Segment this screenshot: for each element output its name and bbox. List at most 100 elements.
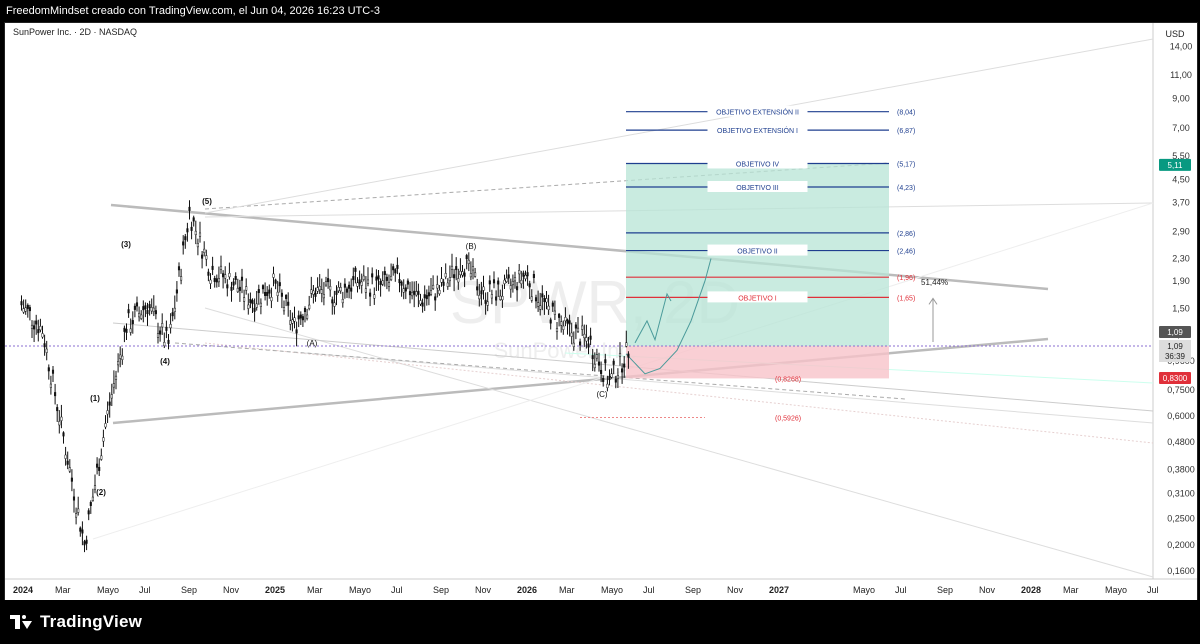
candle-body xyxy=(81,529,84,534)
candle-body xyxy=(175,289,178,294)
time-tick-label: Mar xyxy=(1063,585,1079,595)
wave-label: (C) xyxy=(596,390,607,399)
price-tick-label: 7,00 xyxy=(1172,123,1190,133)
candle-body xyxy=(184,236,187,241)
candle-body xyxy=(329,286,332,291)
candle-body xyxy=(83,541,86,546)
candle-body xyxy=(293,317,296,322)
candle-body xyxy=(549,319,552,324)
price-tick-label: 0,4800 xyxy=(1167,437,1195,447)
time-tick-label: Jul xyxy=(391,585,403,595)
candle-body xyxy=(259,302,262,307)
wave-label: (4) xyxy=(160,357,170,366)
candle-body xyxy=(469,273,472,278)
candle-body xyxy=(312,290,315,295)
time-tick-label: Jul xyxy=(643,585,655,595)
candle-body xyxy=(261,285,265,290)
candle-body xyxy=(568,320,571,325)
candle-body xyxy=(421,302,424,307)
candle-body xyxy=(196,243,199,248)
candle-body xyxy=(39,326,42,331)
candle-body xyxy=(318,286,321,291)
chart-caption: FreedomMindset creado con TradingView.co… xyxy=(6,5,380,17)
candle-body xyxy=(585,337,588,342)
candle-body xyxy=(123,327,126,332)
candle-body xyxy=(589,335,592,340)
candle-body xyxy=(22,308,25,313)
candle-body xyxy=(133,305,136,310)
candle-body xyxy=(463,272,466,277)
candle-body xyxy=(110,394,113,399)
target-value-label: (2,46) xyxy=(897,249,915,256)
candle-body xyxy=(264,291,267,296)
time-tick-label: Mayo xyxy=(97,585,119,595)
candle-body xyxy=(154,310,157,315)
candle-body xyxy=(100,455,103,460)
candle-body xyxy=(257,289,260,294)
candle-body xyxy=(114,375,118,380)
candle-body xyxy=(446,282,449,287)
candle-body xyxy=(285,294,288,299)
candle-body xyxy=(566,319,569,324)
wave-label: (2) xyxy=(96,488,106,497)
price-tick-label: 5,50 xyxy=(1172,151,1190,161)
trendline xyxy=(174,342,906,400)
price-chart[interactable]: USD 14,00 11,00 9,00 7,00 5,50 4,50 3,70 2,90 2,3… xyxy=(5,23,1197,601)
time-tick-label: Jul xyxy=(1147,585,1159,595)
time-tick-label: 2024 xyxy=(13,585,33,595)
wave-label: (1) xyxy=(90,394,100,403)
chart-frame[interactable]: SunPower Inc. · 2D · NASDAQ USD 14,00 11,0… xyxy=(4,22,1198,602)
target-value-label: (1,65) xyxy=(897,295,915,302)
candle-body xyxy=(394,269,397,274)
time-tick-label: Nov xyxy=(979,585,996,595)
candle-body xyxy=(555,327,559,333)
candle-body xyxy=(505,277,508,282)
candle-body xyxy=(614,378,617,383)
candle-body xyxy=(413,290,416,295)
candle-body xyxy=(236,287,239,293)
candle-body xyxy=(308,304,311,309)
candle-body xyxy=(104,423,107,428)
candle-body xyxy=(299,314,302,319)
candle-body xyxy=(270,297,273,302)
candle-body xyxy=(522,272,525,277)
tradingview-logo[interactable]: TradingView xyxy=(10,612,142,632)
wave-label: (A) xyxy=(307,339,318,348)
candle-body xyxy=(165,326,168,331)
candle-body xyxy=(228,273,231,278)
candle-body xyxy=(518,270,521,275)
candle-body xyxy=(282,307,286,312)
candle-body xyxy=(480,290,483,295)
loss-zone xyxy=(626,346,889,379)
candle-body xyxy=(131,320,134,325)
candle-body xyxy=(297,315,300,320)
candle-body xyxy=(530,296,533,301)
candle-body xyxy=(482,286,485,291)
candle-body xyxy=(509,285,512,290)
candle-body xyxy=(240,276,244,281)
candle-body xyxy=(79,527,82,532)
candle-body xyxy=(287,301,290,306)
last-price-box xyxy=(1159,340,1191,363)
candle-body xyxy=(135,302,139,307)
candle-body xyxy=(450,265,454,270)
candle-body xyxy=(579,341,582,346)
candle-body xyxy=(432,284,435,290)
candle-body xyxy=(331,299,334,304)
candle-body xyxy=(24,307,27,312)
candle-body xyxy=(406,280,409,285)
candle-body xyxy=(356,282,359,287)
candle-body xyxy=(30,324,34,330)
candle-body xyxy=(49,383,52,388)
candle-body xyxy=(606,383,609,388)
target-label-bg xyxy=(707,291,808,303)
target-label-bg xyxy=(707,157,808,169)
candle-body xyxy=(467,259,470,264)
candle-body xyxy=(203,248,206,253)
candle-body xyxy=(75,513,78,518)
candle-body xyxy=(490,294,493,299)
stop-value-label: (0,5926) xyxy=(775,415,801,422)
candle-body xyxy=(310,289,313,294)
candle-body xyxy=(593,363,596,369)
candle-body xyxy=(77,508,80,513)
